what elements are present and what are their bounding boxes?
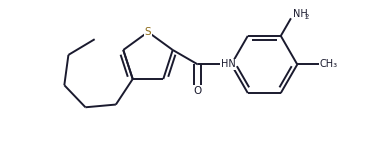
- Text: S: S: [145, 27, 151, 37]
- Text: 2: 2: [305, 14, 309, 20]
- Text: HN: HN: [221, 60, 236, 69]
- Text: O: O: [194, 86, 202, 96]
- Text: CH₃: CH₃: [320, 60, 338, 69]
- Text: NH: NH: [293, 9, 308, 19]
